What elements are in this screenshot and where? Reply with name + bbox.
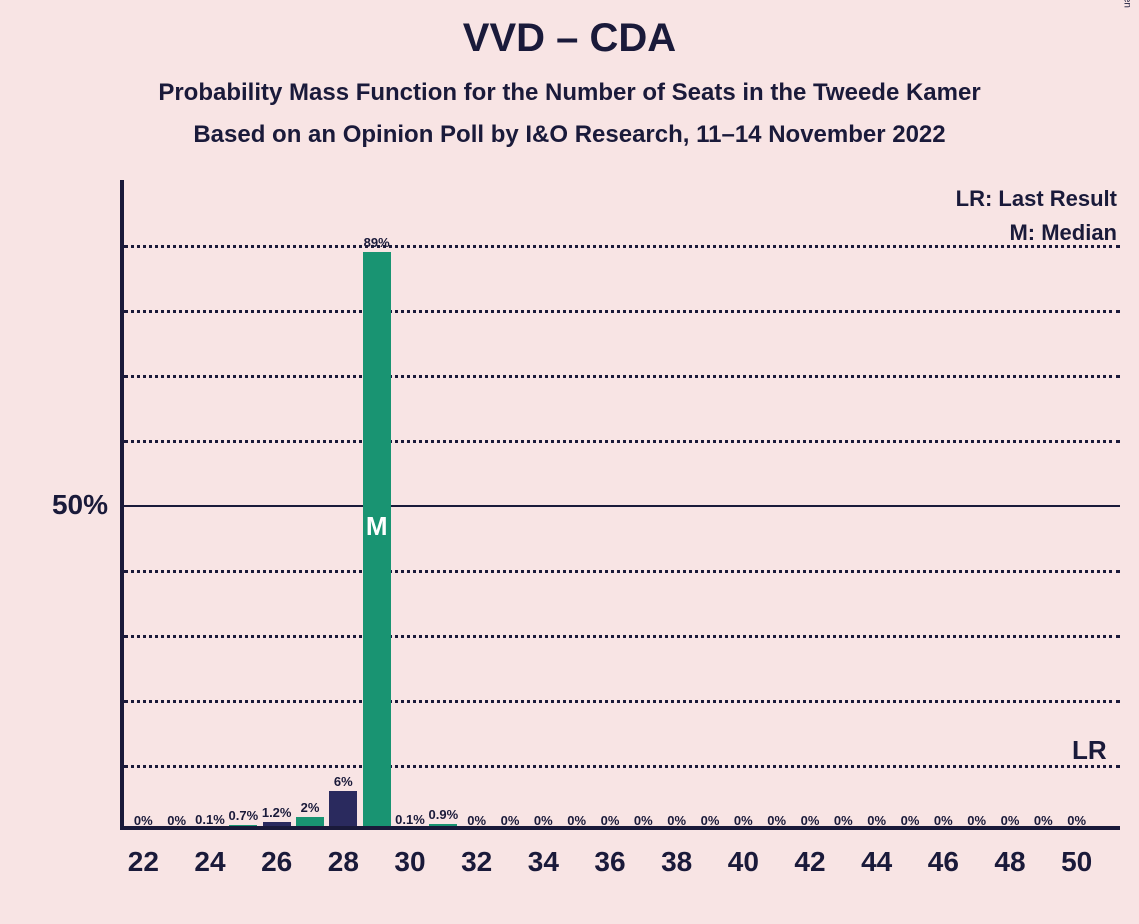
gridline [124,375,1120,378]
x-tick: 44 [861,846,892,878]
x-tick: 40 [728,846,759,878]
x-tick: 26 [261,846,292,878]
x-tick: 38 [661,846,692,878]
gridline [124,440,1120,443]
x-tick: 36 [594,846,625,878]
bar-value-label: 89% [364,235,390,250]
legend-lr: LR: Last Result [956,186,1117,212]
bar [329,791,357,830]
bar-value-label: 0.9% [429,807,459,822]
gridline [124,570,1120,573]
copyright-text: © 2022 Filip van Laenen [1122,0,1133,8]
x-axis [120,826,1120,830]
gridline [124,700,1120,703]
bar-value-label: 6% [334,774,353,789]
y-tick-50: 50% [52,489,108,521]
gridline [124,505,1120,507]
median-marker: M [366,511,388,542]
x-tick: 30 [394,846,425,878]
gridline [124,765,1120,768]
y-axis [120,180,124,830]
lr-marker: LR [1072,735,1107,766]
gridline [124,310,1120,313]
bar-value-label: 0.7% [229,808,259,823]
gridline [124,635,1120,638]
x-tick: 32 [461,846,492,878]
x-tick: 42 [794,846,825,878]
chart-subtitle-2: Based on an Opinion Poll by I&O Research… [0,121,1139,149]
chart-subtitle-1: Probability Mass Function for the Number… [0,79,1139,107]
x-tick: 24 [194,846,225,878]
x-tick: 50 [1061,846,1092,878]
legend-m: M: Median [1009,220,1117,246]
x-tick: 22 [128,846,159,878]
x-tick: 34 [528,846,559,878]
x-tick: 48 [994,846,1025,878]
chart-title: VVD – CDA [0,0,1139,61]
bar-value-label: 2% [301,800,320,815]
bar-value-label: 1.2% [262,805,292,820]
gridline [124,245,1120,248]
x-tick: 28 [328,846,359,878]
x-tick: 46 [928,846,959,878]
chart-plot-area: 0%0%0.1%0.7%1.2%2%6%89%0.1%0.9%0%0%0%0%0… [120,180,1120,830]
